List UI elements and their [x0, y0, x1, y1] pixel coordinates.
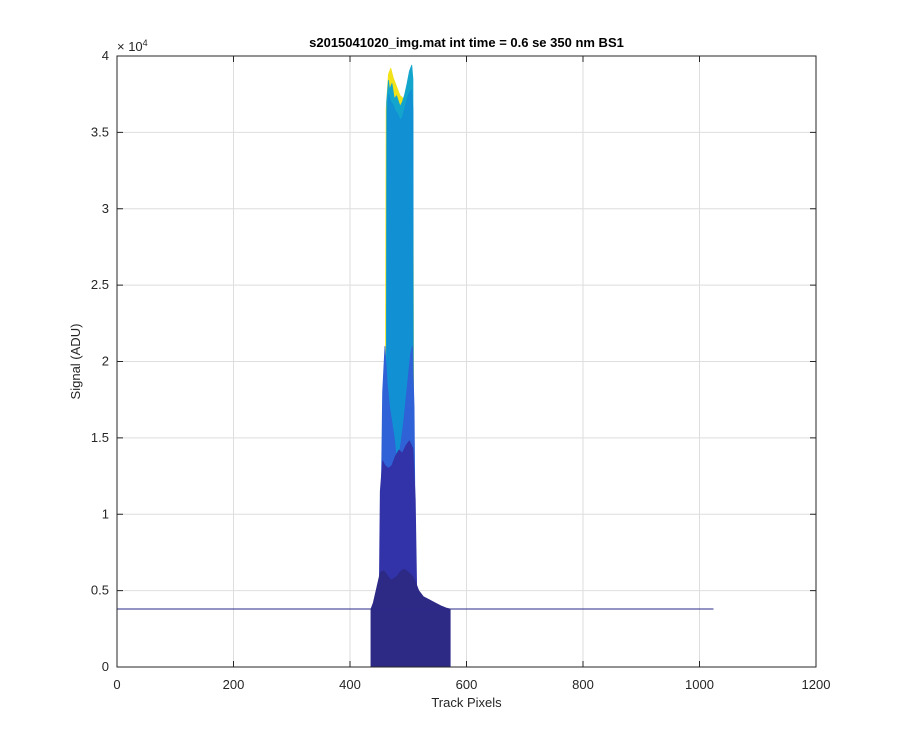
y-tick-label: 3.5 — [91, 124, 109, 139]
y-tick-label: 1.5 — [91, 430, 109, 445]
y-axis-label: Signal (ADU) — [68, 324, 83, 400]
x-tick-label: 400 — [339, 677, 361, 692]
y-exponent-power: 4 — [143, 38, 148, 48]
chart-title: s2015041020_img.mat int time = 0.6 se 35… — [309, 35, 624, 50]
x-tick-label: 1000 — [685, 677, 714, 692]
y-tick-label: 4 — [102, 48, 109, 63]
x-tick-label: 800 — [572, 677, 594, 692]
y-tick-label: 3 — [102, 201, 109, 216]
y-tick-label: 2.5 — [91, 277, 109, 292]
x-tick-label: 600 — [456, 677, 478, 692]
series-area-5 — [370, 568, 451, 668]
x-tick-label: 0 — [113, 677, 120, 692]
x-tick-label: 1200 — [802, 677, 831, 692]
data-series — [370, 64, 451, 668]
axis-ticks: 0 200 400 600 800 1000 1200 0 0.5 1 1.5 2 2.5 3 3.5 4 — [91, 48, 831, 692]
y-tick-label: 2 — [102, 354, 109, 369]
y-exponent-base: × 10 — [117, 39, 143, 54]
y-axis-exponent-label: × 104 — [117, 38, 148, 54]
y-tick-label: 0.5 — [91, 583, 109, 598]
y-tick-label: 0 — [102, 659, 109, 674]
x-tick-label: 200 — [223, 677, 245, 692]
y-tick-label: 1 — [102, 506, 109, 521]
x-axis-label: Track Pixels — [431, 695, 502, 710]
